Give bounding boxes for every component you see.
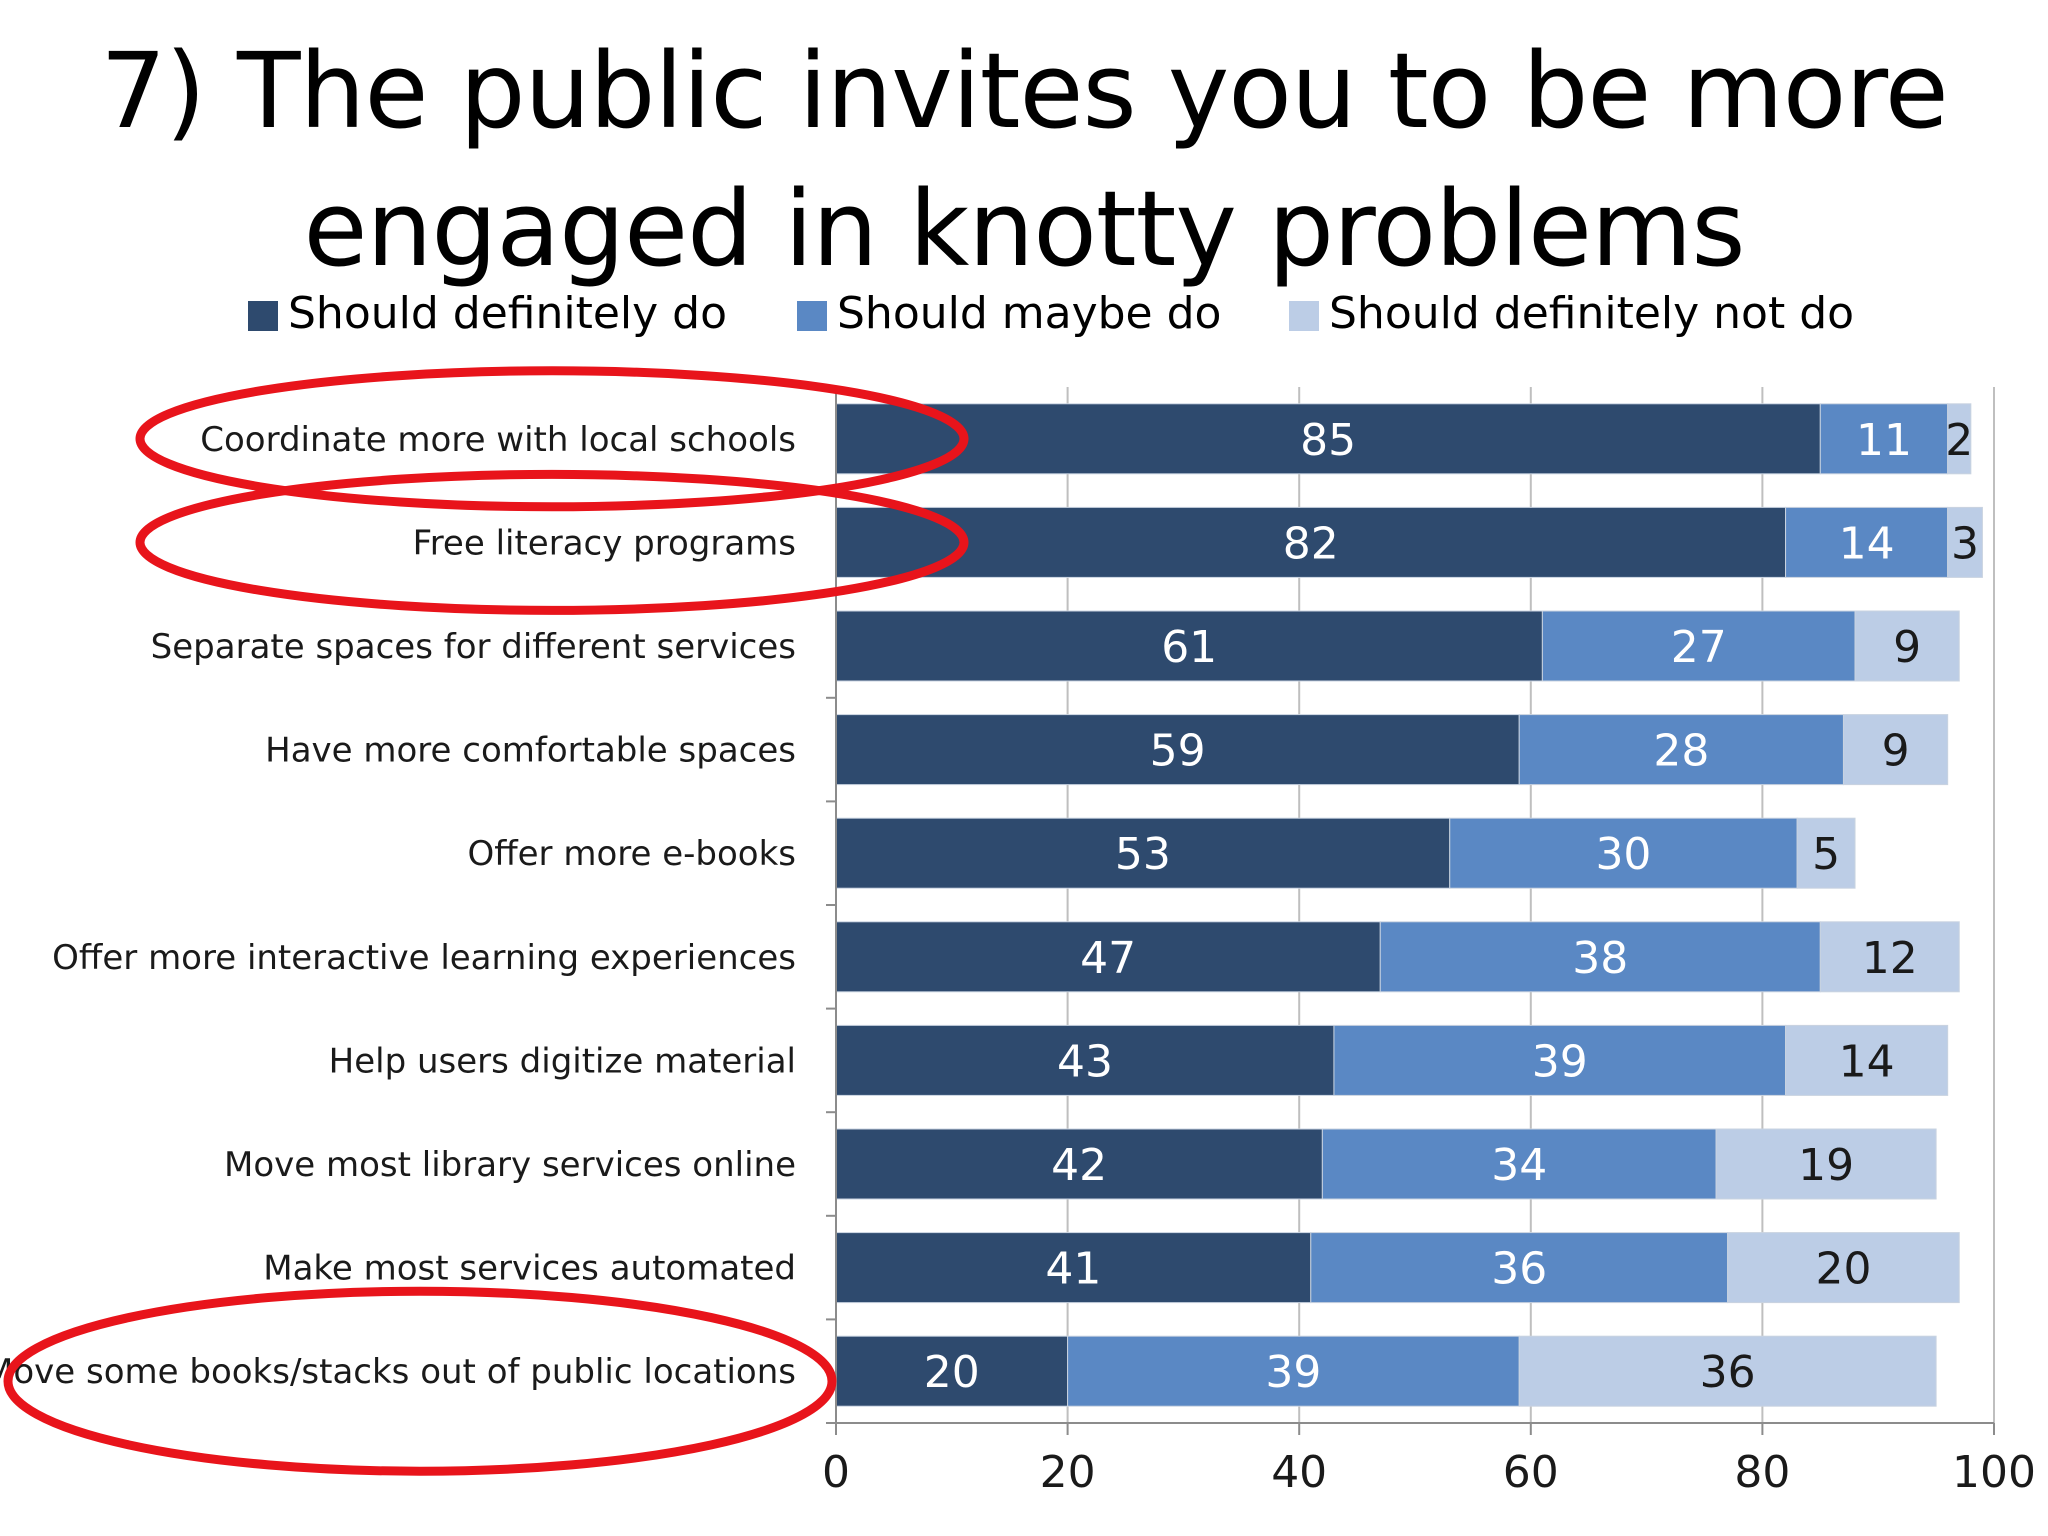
data-label-separate-spaces-for-different-services-should-definitely-not-do: 9 xyxy=(1893,622,1921,673)
data-label-offer-more-e-books-should-definitely-not-do: 5 xyxy=(1812,829,1840,880)
bar-free-literacy-programs-should-maybe-do xyxy=(1785,506,1949,578)
legend-item-should-definitely-not-do: Should definitely not do xyxy=(1289,282,1854,346)
category-label-separate-spaces-for-different-services: Separate spaces for different services xyxy=(151,627,796,667)
x-tick-label-0: 0 xyxy=(822,1447,850,1498)
data-label-move-most-library-services-online-should-definitely-not-do: 19 xyxy=(1798,1140,1854,1191)
category-label-help-users-digitize-material: Help users digitize material xyxy=(329,1041,796,1081)
data-label-offer-more-e-books-should-definitely-do: 53 xyxy=(1115,829,1171,880)
bar-make-most-services-automated-should-definitely-not-do xyxy=(1727,1232,1960,1304)
bar-help-users-digitize-material-should-definitely-not-do xyxy=(1785,1024,1949,1096)
data-label-offer-more-interactive-learning-experiences-should-definitely-do: 47 xyxy=(1080,933,1136,984)
bar-separate-spaces-for-different-services-should-definitely-not-do xyxy=(1854,610,1960,682)
data-label-coordinate-more-with-local-schools-should-definitely-do: 85 xyxy=(1300,415,1356,466)
slide-title: 7) The public invites you to be more eng… xyxy=(0,22,2048,298)
data-label-make-most-services-automated-should-definitely-not-do: 20 xyxy=(1815,1244,1871,1295)
bar-help-users-digitize-material-should-maybe-do xyxy=(1333,1024,1787,1096)
bar-move-most-library-services-online-should-maybe-do xyxy=(1321,1128,1717,1200)
bar-free-literacy-programs-should-definitely-not-do xyxy=(1947,506,1983,578)
data-label-offer-more-e-books-should-maybe-do: 30 xyxy=(1595,829,1651,880)
data-label-have-more-comfortable-spaces-should-definitely-not-do: 9 xyxy=(1882,726,1910,777)
data-label-help-users-digitize-material-should-maybe-do: 39 xyxy=(1532,1036,1588,1087)
category-label-make-most-services-automated: Make most services automated xyxy=(263,1249,796,1289)
bar-move-most-library-services-online-should-definitely-do xyxy=(835,1128,1323,1200)
bar-move-most-library-services-online-should-definitely-not-do xyxy=(1715,1128,1937,1200)
legend-item-should-maybe-do: Should maybe do xyxy=(797,282,1221,346)
data-label-help-users-digitize-material-should-definitely-do: 43 xyxy=(1057,1036,1113,1087)
bar-offer-more-e-books-should-definitely-do xyxy=(835,817,1451,889)
category-label-move-some-books-stacks-out-of-public-locations: Move some books/stacks out of public loc… xyxy=(0,1352,796,1392)
legend-swatch-should-definitely-do xyxy=(248,301,278,331)
bar-offer-more-interactive-learning-experiences-should-definitely-do xyxy=(835,921,1381,993)
data-label-make-most-services-automated-should-maybe-do: 36 xyxy=(1491,1244,1547,1295)
x-tick-label-40: 40 xyxy=(1271,1447,1327,1498)
data-label-free-literacy-programs-should-definitely-not-do: 3 xyxy=(1951,518,1979,569)
category-label-offer-more-e-books: Offer more e-books xyxy=(467,834,796,874)
x-tick-label-100: 100 xyxy=(1952,1447,2036,1498)
category-label-have-more-comfortable-spaces: Have more comfortable spaces xyxy=(265,731,796,771)
bar-offer-more-interactive-learning-experiences-should-definitely-not-do xyxy=(1819,921,1960,993)
data-label-free-literacy-programs-should-definitely-do: 82 xyxy=(1283,518,1339,569)
x-tick-label-60: 60 xyxy=(1503,1447,1559,1498)
data-label-separate-spaces-for-different-services-should-definitely-do: 61 xyxy=(1161,622,1217,673)
x-tick-label-20: 20 xyxy=(1040,1447,1096,1498)
x-axis: 0 20 40 60 80 100 xyxy=(822,386,2036,1498)
data-label-move-most-library-services-online-should-definitely-do: 42 xyxy=(1051,1140,1107,1191)
data-label-separate-spaces-for-different-services-should-maybe-do: 27 xyxy=(1671,622,1727,673)
bar-free-literacy-programs-should-definitely-do xyxy=(835,506,1787,578)
category-label-offer-more-interactive-learning-experiences: Offer more interactive learning experien… xyxy=(52,938,796,978)
data-label-offer-more-interactive-learning-experiences-should-definitely-not-do: 12 xyxy=(1862,933,1918,984)
data-label-move-most-library-services-online-should-maybe-do: 34 xyxy=(1491,1140,1547,1191)
data-label-help-users-digitize-material-should-definitely-not-do: 14 xyxy=(1839,1036,1895,1087)
data-label-make-most-services-automated-should-definitely-do: 41 xyxy=(1045,1244,1101,1295)
data-label-have-more-comfortable-spaces-should-maybe-do: 28 xyxy=(1653,726,1709,777)
data-label-move-some-books-stacks-out-of-public-locations-should-maybe-do: 39 xyxy=(1265,1347,1321,1398)
data-label-coordinate-more-with-local-schools-should-definitely-not-do: 2 xyxy=(1945,415,1973,466)
data-label-have-more-comfortable-spaces-should-definitely-do: 59 xyxy=(1150,726,1206,777)
bar-make-most-services-automated-should-definitely-do xyxy=(835,1232,1312,1304)
data-label-free-literacy-programs-should-maybe-do: 14 xyxy=(1839,518,1895,569)
bar-separate-spaces-for-different-services-should-definitely-do xyxy=(835,610,1543,682)
category-label-coordinate-more-with-local-schools: Coordinate more with local schools xyxy=(200,420,796,460)
bar-make-most-services-automated-should-maybe-do xyxy=(1310,1232,1729,1304)
legend-swatch-should-maybe-do xyxy=(797,301,827,331)
category-label-free-literacy-programs: Free literacy programs xyxy=(413,523,796,563)
data-label-offer-more-interactive-learning-experiences-should-maybe-do: 38 xyxy=(1572,933,1628,984)
legend-label-should-definitely-do: Should definitely do xyxy=(288,288,728,339)
data-label-move-some-books-stacks-out-of-public-locations-should-definitely-do: 20 xyxy=(924,1347,980,1398)
bar-move-some-books-stacks-out-of-public-locations-should-maybe-do xyxy=(1067,1335,1520,1407)
bar-offer-more-e-books-should-definitely-not-do xyxy=(1796,817,1856,889)
slide-title-line-1: 7) The public invites you to be more xyxy=(100,30,1949,152)
legend-swatch-should-definitely-not-do xyxy=(1289,301,1319,331)
legend-label-should-maybe-do: Should maybe do xyxy=(837,288,1222,339)
data-label-move-some-books-stacks-out-of-public-locations-should-definitely-not-do: 36 xyxy=(1700,1347,1756,1398)
slide-title-line-2: engaged in knotty problems xyxy=(303,168,1745,290)
highlight-ellipse-free-literacy-programs xyxy=(135,469,969,615)
category-labels: Coordinate more with local schools Free l… xyxy=(0,420,796,1392)
bar-coordinate-more-with-local-schools-should-definitely-not-do xyxy=(1947,403,1972,475)
bars xyxy=(835,403,1983,1407)
bar-have-more-comfortable-spaces-should-definitely-not-do xyxy=(1842,714,1949,786)
data-label-coordinate-more-with-local-schools-should-maybe-do: 11 xyxy=(1856,415,1912,466)
category-label-move-most-library-services-online: Move most library services online xyxy=(224,1145,796,1185)
bar-move-some-books-stacks-out-of-public-locations-should-definitely-not-do xyxy=(1518,1335,1937,1407)
data-labels: 85 11 2 82 14 3 61 27 9 59 28 9 53 30 5 47 38 12 43 39 14 42 3… xyxy=(924,415,1979,1398)
bar-separate-spaces-for-different-services-should-maybe-do xyxy=(1541,610,1856,682)
legend-item-should-definitely-do: Should definitely do xyxy=(248,282,727,346)
x-tick-label-80: 80 xyxy=(1734,1447,1790,1498)
highlight-ellipse-coordinate-more-with-local-schools xyxy=(135,366,969,512)
highlight-ellipses xyxy=(3,366,969,1476)
bar-coordinate-more-with-local-schools-should-definitely-do xyxy=(835,403,1821,475)
chart-legend: Should definitely do Should maybe do Sho… xyxy=(0,282,2048,346)
legend-label-should-definitely-not-do: Should definitely not do xyxy=(1329,288,1855,339)
highlight-ellipse-move-some-books-stacks-out-of-public-locations xyxy=(3,1286,837,1476)
bar-help-users-digitize-material-should-definitely-do xyxy=(835,1024,1335,1096)
bar-coordinate-more-with-local-schools-should-maybe-do xyxy=(1819,403,1949,475)
